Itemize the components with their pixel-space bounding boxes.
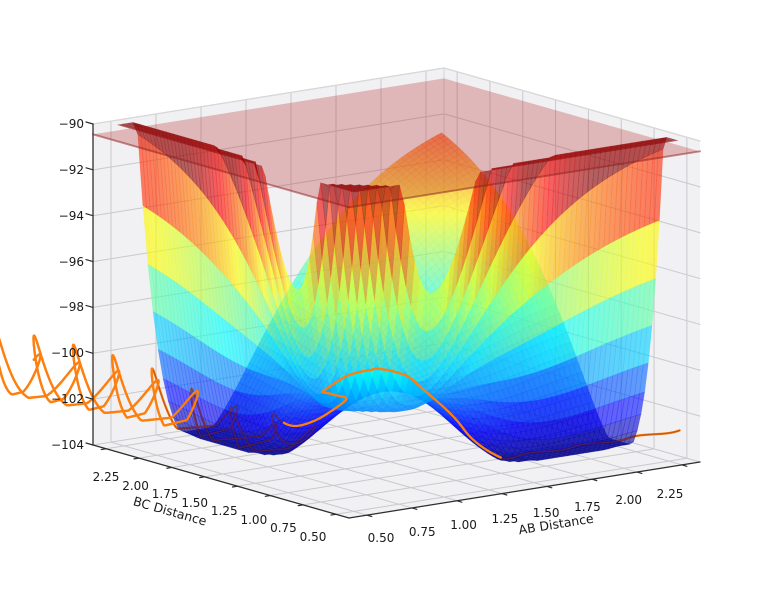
surface-plot-canvas <box>0 0 771 599</box>
matplotlib-3d-figure: AB Distance BC Distance −104 −102 −100 −98−… <box>0 0 771 599</box>
